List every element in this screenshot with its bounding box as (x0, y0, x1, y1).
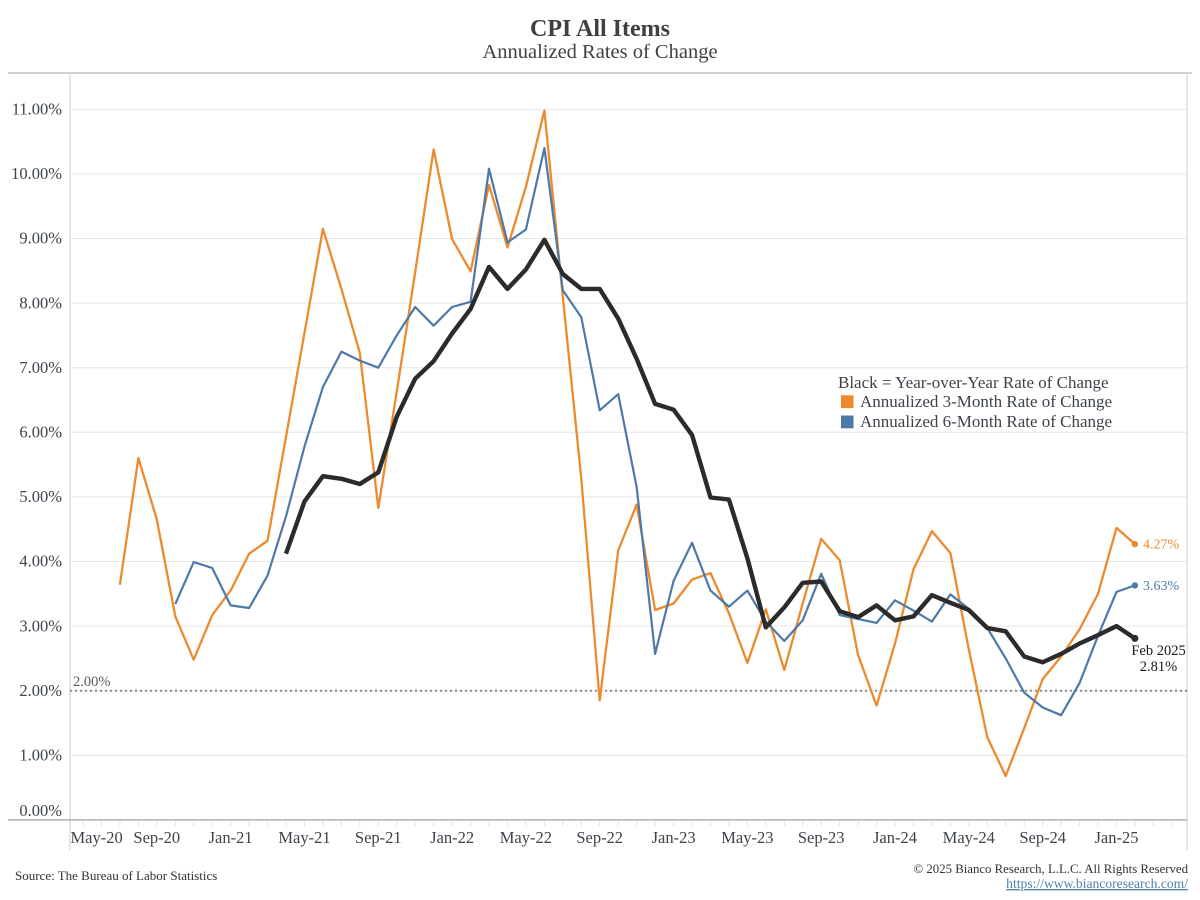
svg-text:Sep-24: Sep-24 (1019, 828, 1066, 847)
svg-text:0.00%: 0.00% (19, 801, 62, 820)
svg-text:CPI All Items: CPI All Items (530, 16, 670, 42)
svg-text:Source: The Bureau of Labor St: Source: The Bureau of Labor Statistics (15, 868, 217, 883)
svg-text:Jan-21: Jan-21 (209, 828, 253, 847)
svg-text:2.00%: 2.00% (19, 681, 62, 700)
svg-text:Black = Year-over-Year Rate of: Black = Year-over-Year Rate of Change (838, 373, 1109, 392)
svg-text:© 2025 Bianco Research, L.L.C.: © 2025 Bianco Research, L.L.C. All Right… (913, 862, 1188, 876)
svg-text:8.00%: 8.00% (19, 293, 62, 312)
svg-text:3.00%: 3.00% (19, 616, 62, 635)
svg-text:3.63%: 3.63% (1143, 579, 1180, 594)
svg-text:Annualized Rates of Change: Annualized Rates of Change (482, 41, 717, 63)
svg-text:May-24: May-24 (943, 828, 995, 847)
svg-text:Jan-24: Jan-24 (873, 828, 917, 847)
svg-text:5.00%: 5.00% (19, 487, 62, 506)
svg-text:Sep-23: Sep-23 (798, 828, 845, 847)
svg-text:9.00%: 9.00% (19, 229, 62, 248)
svg-text:Jan-22: Jan-22 (430, 828, 474, 847)
svg-text:1.00%: 1.00% (19, 746, 62, 765)
svg-text:2.00%: 2.00% (73, 674, 110, 690)
svg-text:Annualized 6-Month Rate of Cha: Annualized 6-Month Rate of Change (860, 412, 1112, 431)
svg-text:May-20: May-20 (71, 828, 123, 847)
svg-text:May-23: May-23 (721, 828, 773, 847)
svg-text:Sep-21: Sep-21 (355, 828, 402, 847)
svg-text:Feb 2025: Feb 2025 (1131, 643, 1185, 659)
svg-text:7.00%: 7.00% (19, 358, 62, 377)
svg-text:4.27%: 4.27% (1143, 538, 1180, 553)
svg-text:4.00%: 4.00% (19, 552, 62, 571)
svg-text:10.00%: 10.00% (11, 164, 62, 183)
svg-text:Jan-25: Jan-25 (1095, 828, 1139, 847)
svg-text:6.00%: 6.00% (19, 423, 62, 442)
svg-text:Sep-22: Sep-22 (576, 828, 623, 847)
svg-text:May-21: May-21 (278, 828, 330, 847)
svg-text:11.00%: 11.00% (12, 100, 63, 119)
svg-text:2.81%: 2.81% (1140, 659, 1177, 675)
svg-text:Annualized 3-Month Rate of Cha: Annualized 3-Month Rate of Change (860, 392, 1112, 411)
svg-text:Jan-23: Jan-23 (652, 828, 696, 847)
svg-text:https://www.biancoresearch.com: https://www.biancoresearch.com/ (1006, 876, 1188, 891)
svg-text:May-22: May-22 (500, 828, 552, 847)
svg-text:Sep-20: Sep-20 (133, 828, 180, 847)
